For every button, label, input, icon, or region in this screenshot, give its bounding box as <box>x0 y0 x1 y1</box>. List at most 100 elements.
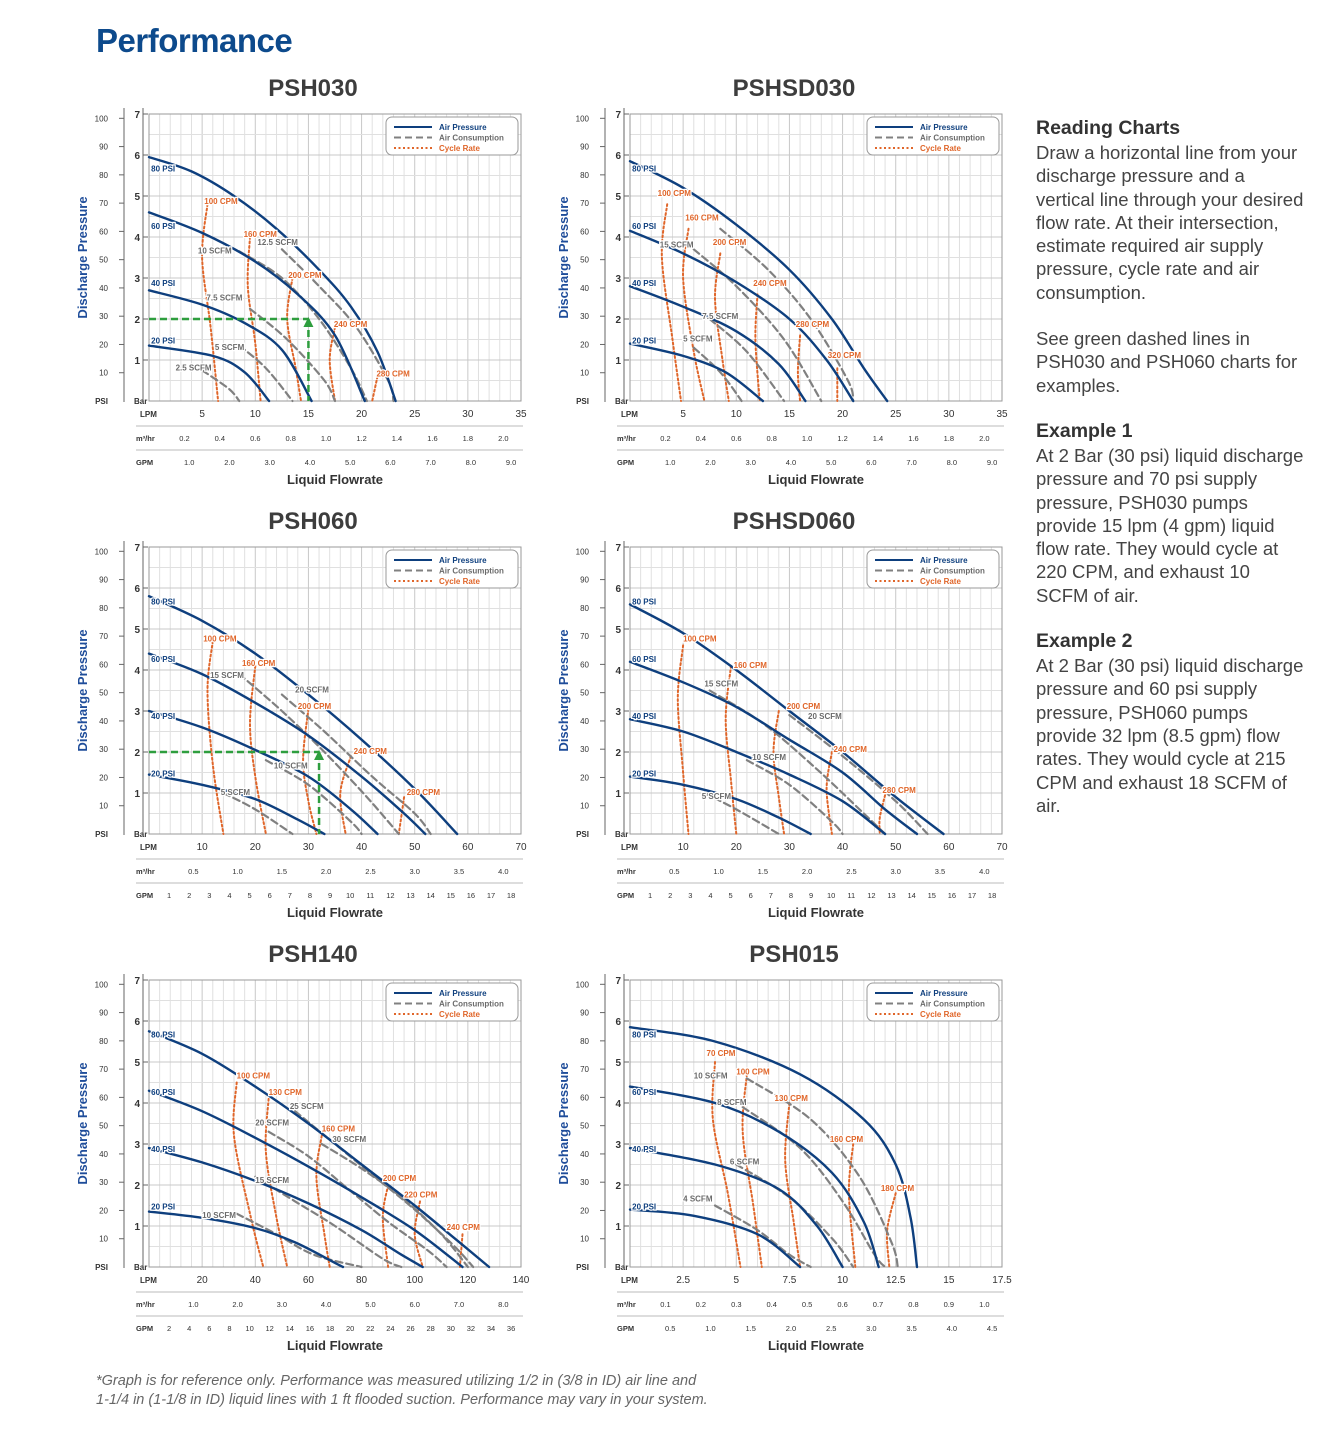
curve-label: 15 SCFM <box>660 240 694 249</box>
gpm-axis-label: GPM <box>136 891 153 900</box>
curve-label: 160 CPM <box>734 661 768 670</box>
gpm-tick-label: 15 <box>928 891 936 900</box>
m3hr-tick-label: 1.8 <box>944 434 954 443</box>
gpm-tick-label: 0.5 <box>665 1324 675 1333</box>
lpm-tick-label: 10 <box>250 409 262 420</box>
psi-tick-label: 80 <box>580 1037 589 1046</box>
lpm-tick-label: 20 <box>837 409 849 420</box>
series-line-air-consumption-20-scfm <box>280 693 432 836</box>
curve-labels: 80 PSI 60 PSI 40 PSI 20 PSI 100 CPM 160 CPM 20… <box>631 596 917 802</box>
curve-label: 200 CPM <box>787 702 821 711</box>
chart-title: PSH030 <box>268 75 357 102</box>
legend-entry: Air Pressure <box>439 123 487 132</box>
curve-label: 40 PSI <box>151 279 175 288</box>
curve-label: 80 PSI <box>632 164 656 173</box>
curve-labels: 80 PSI 60 PSI 40 PSI 20 PSI 100 CPM 160 CPM 20… <box>631 163 863 361</box>
curve-label: 60 PSI <box>632 222 656 231</box>
series-line-cycle-rate-160-cpm <box>724 664 738 835</box>
lpm-axis-label: LPM <box>621 1276 638 1285</box>
psi-tick-label: 90 <box>580 576 589 585</box>
curve-label: 240 CPM <box>834 745 868 754</box>
curve-label: 60 PSI <box>151 1088 175 1097</box>
legend-entry: Cycle Rate <box>439 144 480 153</box>
series-line-air-consumption-5-scfm <box>692 346 743 403</box>
legend-entry: Cycle Rate <box>439 577 480 586</box>
chart-title: PSH060 <box>268 508 357 535</box>
example2-body: At 2 Bar (30 psi) liquid discharge press… <box>1036 655 1304 816</box>
y-axis-title: Discharge Pressure <box>556 196 571 318</box>
gpm-tick-label: 12 <box>867 891 875 900</box>
gpm-tick-label: 17 <box>968 891 976 900</box>
series-line-cycle-rate-160-cpm <box>315 1134 331 1268</box>
m3hr-tick-label: 0.5 <box>802 1300 812 1309</box>
m3hr-tick-label: 1.5 <box>277 867 287 876</box>
gpm-tick-label: 8 <box>227 1324 231 1333</box>
series-line-air-consumption-4-scfm <box>713 1204 812 1269</box>
psi-axis-label: PSI <box>576 397 589 406</box>
gpm-tick-label: 3.0 <box>264 458 274 467</box>
series-line-cycle-rate-160-cpm <box>248 664 267 835</box>
legend-entry: Cycle Rate <box>920 144 961 153</box>
psi-tick-label: 60 <box>580 227 589 236</box>
lpm-tick-label: 10 <box>197 842 209 853</box>
psi-tick-label: 60 <box>580 660 589 669</box>
bar-tick-label: 2 <box>615 1181 621 1192</box>
m3hr-tick-label: 1.0 <box>188 1300 198 1309</box>
psi-tick-label: 90 <box>99 143 108 152</box>
curve-label: 60 PSI <box>151 655 175 664</box>
gpm-tick-label: 2 <box>668 891 672 900</box>
x-axis-title: Liquid Flowrate <box>287 1338 383 1353</box>
lpm-tick-label: 20 <box>250 842 262 853</box>
gpm-tick-label: 2 <box>187 891 191 900</box>
m3hr-axis-label: m³/hr <box>136 867 155 876</box>
psi-tick-label: 40 <box>99 284 108 293</box>
series-line-cycle-rate-160-cpm <box>246 236 262 402</box>
gpm-tick-label: 17 <box>487 891 495 900</box>
bar-tick-label: 2 <box>134 1181 140 1192</box>
footnote-line-1: *Graph is for reference only. Performanc… <box>96 1373 697 1389</box>
series-line-air-pressure-80-psi <box>628 603 945 836</box>
lpm-tick-label: 40 <box>356 842 368 853</box>
example-arrow <box>303 317 314 327</box>
m3hr-tick-label: 1.5 <box>758 867 768 876</box>
gpm-tick-label: 6 <box>207 1324 211 1333</box>
m3hr-tick-label: 4.0 <box>979 867 989 876</box>
series-line-cycle-rate-240-cpm <box>458 1233 464 1268</box>
m3hr-tick-label: 0.8 <box>908 1300 918 1309</box>
psi-tick-label: 50 <box>99 256 108 265</box>
reading-charts-panel: Reading Charts Draw a horizontal line fr… <box>1036 116 1304 817</box>
y-axes: 10 20 30 40 50 60 70 80 90 100 1 2 3 4 5 6 7 PSI Bar Discha… <box>75 974 148 1272</box>
psi-tick-label: 90 <box>580 1009 589 1018</box>
gpm-tick-label: 4 <box>708 891 712 900</box>
curve-label: 40 PSI <box>632 1145 656 1154</box>
gpm-tick-label: 22 <box>366 1324 374 1333</box>
legend-entry: Air Pressure <box>920 123 968 132</box>
curve-label: 60 PSI <box>151 222 175 231</box>
lpm-tick-label: 40 <box>250 1275 262 1286</box>
bar-tick-label: 3 <box>615 1140 621 1151</box>
grid <box>629 113 1003 402</box>
gpm-tick-label: 12 <box>386 891 394 900</box>
chart-svg: PSH030 10 20 30 40 50 60 70 80 90 100 1 2 3 4 5 6 7 PSI Bar… <box>75 75 527 487</box>
curve-label: 100 CPM <box>683 634 717 643</box>
series-line-cycle-rate-100-cpm <box>201 203 220 402</box>
gpm-axis-label: GPM <box>617 891 634 900</box>
series-line-air-pressure-80-psi <box>628 160 889 403</box>
psi-tick-label: 10 <box>580 1235 589 1244</box>
y-axes: 10 20 30 40 50 60 70 80 90 100 1 2 3 4 5 6 7 PSI Bar Discha… <box>556 541 629 839</box>
m3hr-tick-label: 2.0 <box>498 434 508 443</box>
psi-tick-label: 20 <box>580 340 589 349</box>
page-title: Performance <box>96 22 293 59</box>
bar-axis-label: Bar <box>134 1263 147 1272</box>
example1-body: At 2 Bar (30 psi) liquid discharge press… <box>1036 444 1304 606</box>
m3hr-tick-label: 0.4 <box>696 434 706 443</box>
m3hr-tick-label: 3.0 <box>890 867 900 876</box>
curve-label: 320 CPM <box>828 351 862 360</box>
series-line-air-pressure-40-psi <box>628 1146 844 1269</box>
lpm-tick-label: 35 <box>515 409 527 420</box>
bar-tick-label: 3 <box>134 707 140 718</box>
example1-title: Example 1 <box>1036 419 1133 442</box>
gpm-axis-label: GPM <box>617 458 634 467</box>
